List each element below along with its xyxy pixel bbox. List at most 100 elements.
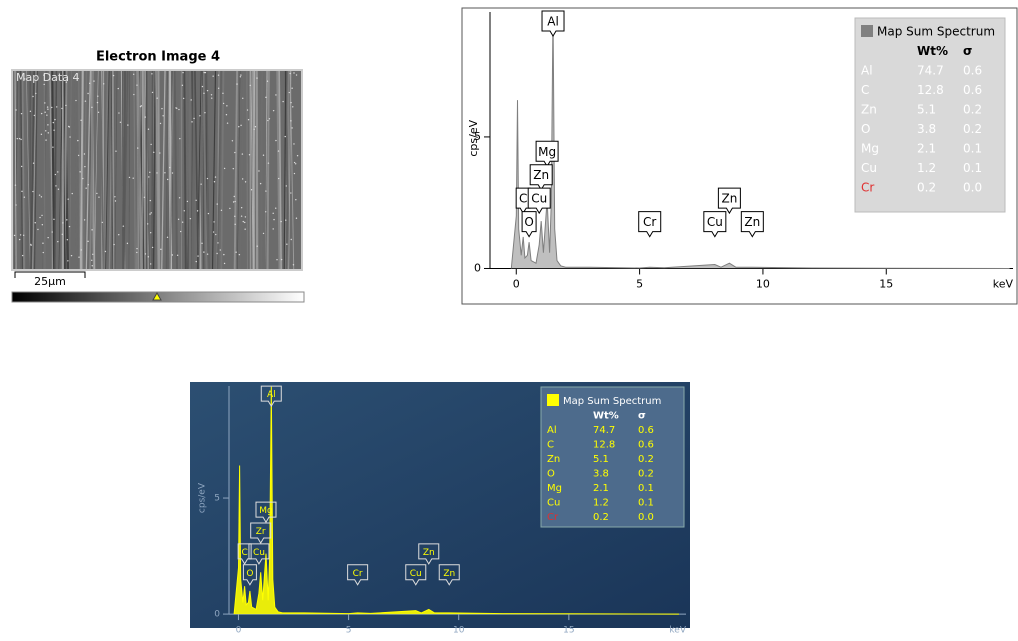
texture-dot	[24, 197, 25, 198]
peak-label: Cu	[531, 192, 547, 206]
legend-cell: 0.6	[638, 425, 654, 436]
legend-cell: C	[547, 440, 554, 451]
texture-dot	[30, 111, 31, 112]
texture-dot	[145, 253, 146, 254]
legend-box	[541, 387, 684, 527]
texture-dot	[273, 110, 274, 111]
texture-dot	[243, 221, 244, 222]
legend-cell: O	[547, 469, 555, 480]
legend-col-head: σ	[963, 44, 972, 58]
texture-dot	[92, 265, 93, 266]
texture-dot	[178, 109, 179, 110]
x-tick-label: 10	[756, 277, 770, 290]
texture-dot	[56, 106, 57, 107]
texture-dot	[137, 147, 138, 148]
texture-dot	[127, 243, 128, 244]
texture-dot	[46, 114, 47, 115]
texture-dot	[113, 244, 114, 245]
texture-dot	[147, 223, 148, 224]
texture-dot	[39, 217, 40, 218]
texture-dot	[87, 241, 88, 242]
peak-label: Cu	[707, 215, 723, 229]
texture-dot	[69, 226, 70, 227]
texture-dot	[236, 83, 237, 84]
texture-dot	[180, 231, 181, 232]
texture-dot	[257, 246, 258, 247]
peak-label: Mg	[538, 145, 556, 159]
texture-dot	[41, 134, 42, 135]
texture-dot	[229, 208, 230, 209]
x-tick-label: 10	[453, 626, 465, 636]
texture-dot	[113, 75, 114, 76]
texture-dot	[184, 210, 185, 211]
texture-dot	[150, 232, 151, 233]
legend-cell: 0.2	[593, 512, 609, 523]
texture-dot	[164, 172, 165, 173]
texture-dot	[150, 200, 151, 201]
texture-dot	[66, 219, 67, 220]
texture-dot	[47, 109, 48, 110]
texture-dot	[238, 126, 239, 127]
texture-dot	[151, 73, 152, 74]
texture-dot	[67, 260, 68, 261]
texture-dot	[226, 105, 227, 106]
texture-dot	[42, 224, 43, 225]
texture-dot	[216, 253, 217, 254]
texture-dot	[224, 263, 225, 264]
texture-dot	[41, 113, 42, 114]
texture-stroke	[261, 71, 262, 269]
legend-cell: 3.8	[917, 122, 936, 136]
legend-cell: 0.2	[638, 469, 654, 480]
texture-dot	[263, 233, 264, 234]
texture-dot	[221, 210, 222, 211]
texture-dot	[260, 183, 261, 184]
texture-dot	[91, 260, 92, 261]
legend-cell: Zn	[547, 454, 560, 465]
texture-dot	[286, 244, 287, 245]
texture-dot	[21, 113, 22, 114]
texture-dot	[227, 122, 228, 123]
texture-dot	[72, 193, 73, 194]
legend-cell: 0.0	[638, 512, 654, 523]
texture-dot	[256, 77, 257, 78]
texture-dot	[275, 94, 276, 95]
peak-label: O	[246, 569, 253, 579]
x-tick-label: 15	[879, 277, 893, 290]
texture-dot	[204, 112, 205, 113]
x-tick-label: 0	[513, 277, 520, 290]
texture-dot	[177, 255, 178, 256]
texture-dot	[105, 251, 106, 252]
texture-dot	[297, 155, 298, 156]
texture-dot	[269, 118, 270, 119]
texture-dot	[193, 118, 194, 119]
peak-label: Mg	[259, 506, 272, 516]
legend-cell: Cu	[861, 161, 877, 175]
texture-dot	[91, 107, 92, 108]
texture-dot	[258, 170, 259, 171]
texture-dot	[267, 81, 268, 82]
texture-dot	[161, 108, 162, 109]
texture-dot	[285, 136, 286, 137]
texture-dot	[67, 198, 68, 199]
x-tick-label: 15	[563, 626, 574, 636]
texture-dot	[57, 171, 58, 172]
peak-label: C	[241, 548, 247, 558]
peak-label: Zn	[533, 168, 549, 182]
peak-label: O	[524, 215, 533, 229]
texture-dot	[45, 139, 46, 140]
texture-dot	[151, 212, 152, 213]
texture-dot	[136, 252, 137, 253]
texture-dot	[213, 231, 214, 232]
texture-dot	[169, 167, 170, 168]
texture-dot	[191, 121, 192, 122]
texture-dot	[267, 120, 268, 121]
texture-dot	[195, 200, 196, 201]
peak-label: Cu	[253, 548, 265, 558]
texture-dot	[294, 173, 295, 174]
texture-dot	[32, 191, 33, 192]
peak-label: C	[519, 192, 527, 206]
texture-dot	[98, 112, 99, 113]
texture-dot	[85, 100, 86, 101]
texture-dot	[244, 228, 245, 229]
texture-dot	[149, 213, 150, 214]
